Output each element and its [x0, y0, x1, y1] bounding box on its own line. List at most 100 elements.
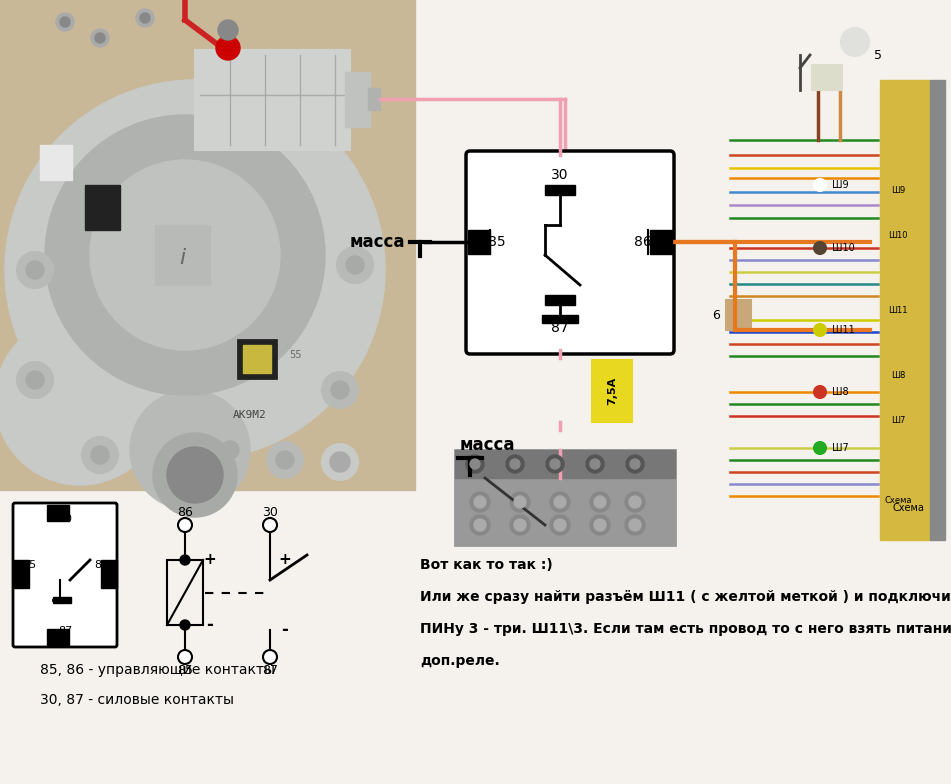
Circle shape: [546, 455, 564, 473]
Text: 30, 87 - силовые контакты: 30, 87 - силовые контакты: [40, 693, 234, 707]
Text: Ш9: Ш9: [832, 180, 848, 190]
Text: 86: 86: [94, 560, 108, 570]
Bar: [243, 345, 271, 373]
Bar: [368, 88, 380, 110]
Circle shape: [466, 455, 484, 473]
Circle shape: [322, 372, 358, 408]
Text: 55: 55: [289, 350, 301, 360]
Circle shape: [167, 447, 223, 503]
Circle shape: [506, 455, 524, 473]
Circle shape: [130, 390, 250, 510]
Text: 7,5А: 7,5А: [607, 377, 617, 405]
Bar: [13, 560, 29, 588]
Circle shape: [474, 519, 486, 531]
Circle shape: [550, 515, 570, 535]
Circle shape: [510, 492, 530, 512]
Text: 86: 86: [634, 235, 651, 249]
Text: ПИНу 3 - три. Ш11\3. Если там есть провод то с него взять питание на: ПИНу 3 - три. Ш11\3. Если там есть прово…: [420, 622, 951, 636]
Bar: [238, 340, 276, 378]
Text: Ш7: Ш7: [891, 416, 905, 424]
Circle shape: [91, 446, 109, 464]
Circle shape: [554, 519, 566, 531]
Text: Ш8: Ш8: [891, 371, 905, 379]
Circle shape: [216, 36, 240, 60]
Text: 87: 87: [58, 626, 72, 636]
Bar: [53, 597, 71, 603]
Circle shape: [510, 515, 530, 535]
Circle shape: [814, 442, 826, 454]
Circle shape: [586, 455, 604, 473]
Circle shape: [814, 242, 826, 254]
Circle shape: [263, 518, 277, 532]
Circle shape: [590, 459, 600, 469]
Circle shape: [45, 115, 325, 395]
Circle shape: [263, 650, 277, 664]
Text: Ш8: Ш8: [832, 387, 848, 397]
Bar: [195, 50, 350, 150]
Text: Ш10: Ш10: [832, 243, 855, 253]
FancyBboxPatch shape: [466, 151, 674, 354]
Circle shape: [17, 252, 53, 288]
Bar: [85, 185, 120, 230]
Circle shape: [510, 459, 520, 469]
Circle shape: [629, 519, 641, 531]
Circle shape: [26, 261, 44, 279]
Circle shape: [5, 80, 385, 460]
Circle shape: [91, 29, 109, 47]
Bar: [47, 505, 69, 521]
Text: 6: 6: [712, 308, 720, 321]
Circle shape: [841, 28, 869, 56]
Circle shape: [212, 432, 248, 468]
Text: Ш7: Ш7: [832, 443, 848, 453]
Circle shape: [470, 459, 480, 469]
Bar: [880, 80, 930, 540]
Circle shape: [814, 386, 826, 398]
Text: Или же сразу найти разъём Ш11 ( с желтой меткой ) и подключиться к: Или же сразу найти разъём Ш11 ( с желтой…: [420, 590, 951, 604]
Text: -: -: [206, 616, 213, 634]
Circle shape: [514, 519, 526, 531]
Bar: [650, 230, 672, 254]
Bar: [930, 80, 945, 540]
Text: АК9М2: АК9М2: [233, 410, 267, 420]
Circle shape: [474, 496, 486, 508]
Circle shape: [470, 492, 490, 512]
Circle shape: [594, 496, 606, 508]
Circle shape: [180, 620, 190, 630]
Circle shape: [322, 444, 358, 480]
Circle shape: [153, 433, 237, 517]
Circle shape: [178, 518, 192, 532]
Bar: [345, 72, 370, 127]
Circle shape: [60, 17, 70, 27]
Circle shape: [630, 459, 640, 469]
FancyBboxPatch shape: [13, 503, 117, 647]
Bar: [545, 185, 575, 195]
Circle shape: [26, 371, 44, 389]
Circle shape: [17, 362, 53, 398]
Bar: [40, 145, 72, 180]
Circle shape: [136, 9, 154, 27]
Circle shape: [554, 496, 566, 508]
Circle shape: [514, 496, 526, 508]
Circle shape: [590, 492, 610, 512]
Circle shape: [625, 515, 645, 535]
Circle shape: [337, 247, 373, 283]
Text: 5: 5: [874, 49, 882, 61]
Circle shape: [82, 437, 118, 473]
Text: 85: 85: [177, 663, 193, 677]
Bar: [468, 230, 490, 254]
Text: +: +: [204, 553, 217, 568]
Circle shape: [56, 13, 74, 31]
Circle shape: [90, 160, 280, 350]
Text: i: i: [179, 248, 185, 268]
Circle shape: [625, 492, 645, 512]
Text: 85: 85: [22, 560, 36, 570]
Bar: [455, 450, 675, 478]
Circle shape: [95, 33, 105, 43]
Circle shape: [180, 555, 190, 565]
Circle shape: [330, 452, 350, 472]
Bar: [167, 560, 203, 625]
Bar: [0, 0, 415, 490]
Bar: [455, 450, 675, 545]
Bar: [545, 295, 575, 305]
Bar: [155, 225, 210, 285]
